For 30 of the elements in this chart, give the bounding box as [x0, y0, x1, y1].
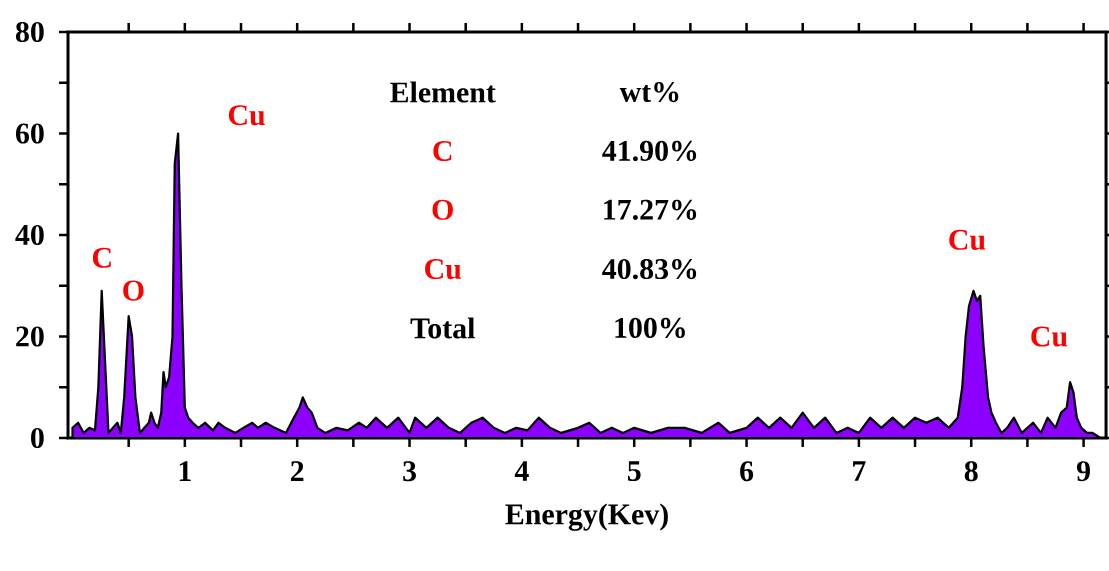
- y-tick-label: 80: [15, 21, 44, 43]
- x-axis-title: Energy(Kev): [505, 503, 668, 531]
- annotation: Element: [390, 81, 496, 103]
- annotation: Cu: [228, 105, 265, 126]
- y-tick-label: 0: [31, 427, 44, 449]
- annotation: C: [433, 140, 452, 161]
- annotation: O: [123, 280, 144, 301]
- annotation: Cu: [949, 229, 986, 250]
- annotation: C: [92, 247, 111, 268]
- annotation: 41.90%: [602, 140, 697, 162]
- x-tick-label: 5: [627, 461, 641, 482]
- x-tick-label: 2: [290, 461, 304, 481]
- annotation: 40.83%: [602, 258, 697, 280]
- y-tick-label: 20: [16, 326, 44, 347]
- annotation: Cu: [425, 259, 462, 280]
- y-tick-label: 60: [15, 123, 44, 144]
- x-tick-label: 7: [853, 461, 866, 481]
- x-tick-label: 6: [740, 461, 754, 482]
- x-tick-label: 3: [403, 461, 416, 482]
- annotation: 17.27%: [604, 199, 697, 220]
- x-tick-label: 4: [514, 461, 529, 481]
- annotation: Cu: [1031, 326, 1068, 347]
- annotation: wt%: [619, 81, 679, 103]
- x-tick-label: 1: [179, 461, 191, 481]
- annotation: O: [432, 199, 453, 220]
- annotation: 100%: [615, 317, 685, 339]
- annotation: Total: [410, 317, 475, 339]
- x-tick-label: 9: [1076, 461, 1090, 482]
- y-tick-label: 40: [15, 224, 44, 246]
- x-tick-label: 8: [964, 461, 978, 482]
